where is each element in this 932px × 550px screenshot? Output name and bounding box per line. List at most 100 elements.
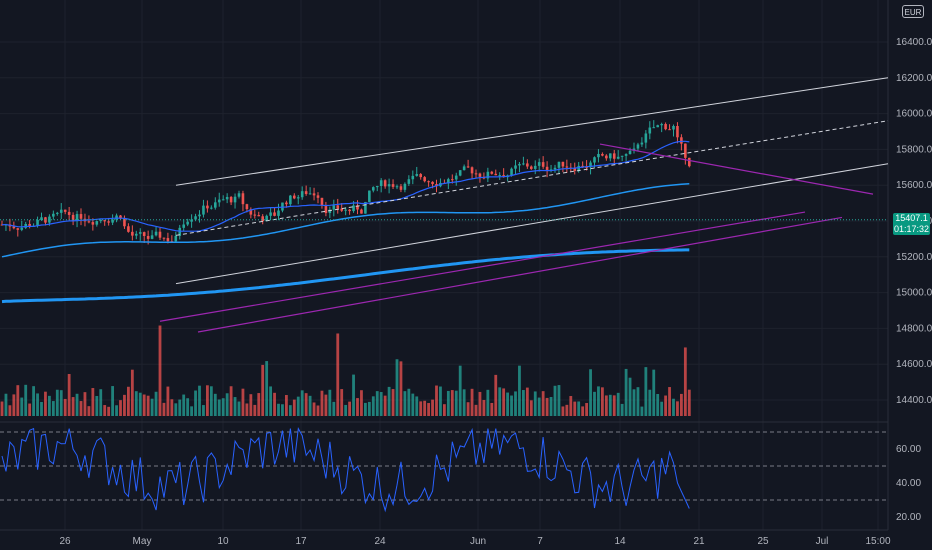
volume-bar (407, 388, 411, 416)
volume-bar (336, 333, 340, 416)
volume-bar (672, 398, 675, 416)
time-tick-label: 15:00 (865, 536, 890, 547)
volume-bar (130, 369, 134, 416)
candle-body (0, 224, 4, 226)
volume-bar (0, 401, 4, 416)
volume-bar (285, 395, 288, 416)
volume-bar (506, 392, 509, 416)
candle-body (530, 166, 533, 169)
candle-body (462, 166, 466, 171)
candle-body (577, 165, 580, 171)
volume-bar (403, 391, 407, 416)
candle-body (498, 175, 501, 177)
channel-median-line (175, 120, 889, 236)
candle-body (225, 196, 229, 200)
candle-body (20, 227, 24, 230)
volume-bar (265, 361, 269, 416)
volume-bar (32, 386, 35, 416)
volume-bar (328, 389, 332, 416)
candle-body (320, 197, 324, 206)
candle-body (601, 153, 604, 156)
volume-bar (217, 399, 221, 416)
candle-body (56, 212, 59, 214)
volume-bar (608, 394, 612, 416)
candle-body (620, 155, 624, 157)
rsi-line (1, 427, 690, 513)
volume-bar (182, 394, 186, 416)
volume-bar (541, 391, 545, 416)
candle-body (269, 212, 272, 216)
volume-bar (478, 391, 482, 416)
volume-bar (229, 386, 233, 416)
candle-body (119, 215, 122, 219)
volume-bar (533, 391, 537, 416)
candle-body (435, 184, 438, 187)
currency-badge[interactable]: EUR (902, 5, 924, 18)
volume-bar (375, 391, 379, 416)
candle-body (656, 125, 659, 128)
volume-bar (83, 392, 87, 416)
volume-bar (28, 403, 32, 416)
candle-body (581, 165, 584, 167)
candle-body (612, 153, 616, 159)
candle-body (585, 166, 588, 168)
price-tick-label: 16200.0 (896, 73, 932, 84)
candle-body (75, 214, 79, 221)
candle-body (40, 217, 43, 220)
candle-body (12, 226, 16, 229)
candle-body (131, 231, 134, 236)
price-axis[interactable]: 16400.016200.016000.015800.015600.015400… (896, 37, 932, 523)
volume-bar (91, 388, 95, 416)
time-tick-label: 14 (614, 536, 626, 547)
candle-body (466, 166, 470, 168)
candle-body (95, 221, 99, 225)
volume-bar (482, 400, 486, 416)
volume-bar (604, 395, 608, 416)
candle-body (36, 219, 39, 226)
candle-body (360, 209, 363, 214)
candle-body (680, 137, 683, 144)
volume-bar (324, 394, 328, 416)
candle-body (241, 193, 245, 205)
time-axis[interactable]: 26 May 10 17 24 Jun 7 14 21 25 Jul 15:00 (59, 536, 891, 547)
volume-bar (427, 403, 430, 416)
candle-body (648, 127, 652, 134)
volume-bar (648, 389, 652, 416)
volume-bar (593, 391, 596, 416)
candle-body (249, 209, 253, 215)
candle-body (162, 237, 166, 239)
price-tick-label: 14400.0 (896, 395, 932, 406)
candle-body (265, 215, 268, 222)
candle-body (379, 180, 383, 187)
candle-body (628, 150, 632, 155)
candle-body (356, 205, 359, 210)
candle-body (616, 156, 620, 159)
candle-body (48, 216, 51, 223)
volume-bar (87, 406, 91, 416)
price-tick-label: 15200.0 (896, 252, 932, 263)
volume-bar (312, 402, 316, 416)
candle-body (348, 209, 351, 212)
candle-body (668, 129, 671, 131)
volume-bar (545, 397, 549, 416)
candle-body (253, 214, 257, 216)
channel-upper-line (175, 77, 889, 186)
volume-bar (415, 396, 419, 416)
candle-body (103, 220, 106, 222)
candle-body (316, 195, 320, 198)
volume-bar (138, 392, 142, 416)
volume-bars (0, 325, 691, 416)
volume-bar (458, 365, 462, 416)
volume-bar (67, 373, 71, 416)
candle-body (688, 157, 691, 167)
volume-bar (304, 393, 308, 416)
volume-bar (225, 393, 229, 416)
candle-body (605, 155, 608, 159)
volume-bar (589, 369, 592, 416)
candle-body (526, 163, 529, 167)
candlesticks (0, 120, 691, 245)
candle-body (478, 173, 482, 177)
volume-bar (360, 390, 363, 416)
time-tick-label: 25 (757, 536, 769, 547)
